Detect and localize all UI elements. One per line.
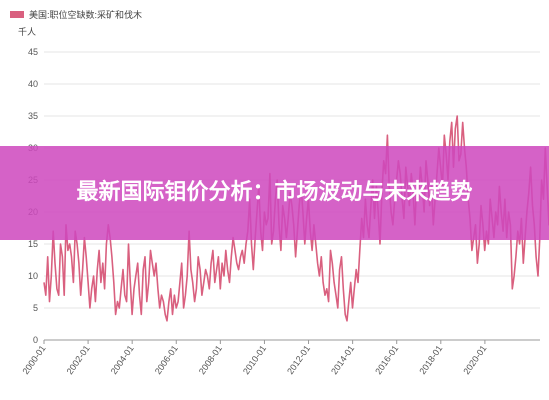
y-tick-label: 0 <box>33 335 38 345</box>
headline-text: 最新国际钼价分析：市场波动与未来趋势 <box>76 180 473 205</box>
x-tick-label: 2010-01 <box>241 343 268 376</box>
x-tick-label: 2012-01 <box>285 343 312 376</box>
legend-label: 美国:职位空缺数:采矿和伐木 <box>29 10 143 20</box>
y-tick-label: 40 <box>28 79 38 89</box>
x-tick-label: 2004-01 <box>109 343 136 376</box>
x-tick-label: 2020-01 <box>461 343 488 376</box>
y-tick-label: 5 <box>33 303 38 313</box>
x-tick-label: 2014-01 <box>329 343 356 376</box>
y-tick-label: 15 <box>28 239 38 249</box>
x-tick-label: 2008-01 <box>197 343 224 376</box>
y-tick-label: 10 <box>28 271 38 281</box>
legend: 美国:职位空缺数:采矿和伐木 <box>10 8 142 21</box>
headline-banner: 最新国际钼价分析：市场波动与未来趋势 <box>0 146 549 240</box>
x-tick-label: 2016-01 <box>373 343 400 376</box>
x-tick-label: 2002-01 <box>65 343 92 376</box>
x-tick-label: 2000-01 <box>21 343 48 376</box>
x-tick-label: 2006-01 <box>153 343 180 376</box>
y-tick-label: 45 <box>28 47 38 57</box>
y-axis-unit: 千人 <box>18 27 37 37</box>
legend-swatch <box>10 11 24 18</box>
x-tick-label: 2018-01 <box>417 343 444 376</box>
series-line <box>43 115 549 322</box>
y-tick-label: 35 <box>28 111 38 121</box>
